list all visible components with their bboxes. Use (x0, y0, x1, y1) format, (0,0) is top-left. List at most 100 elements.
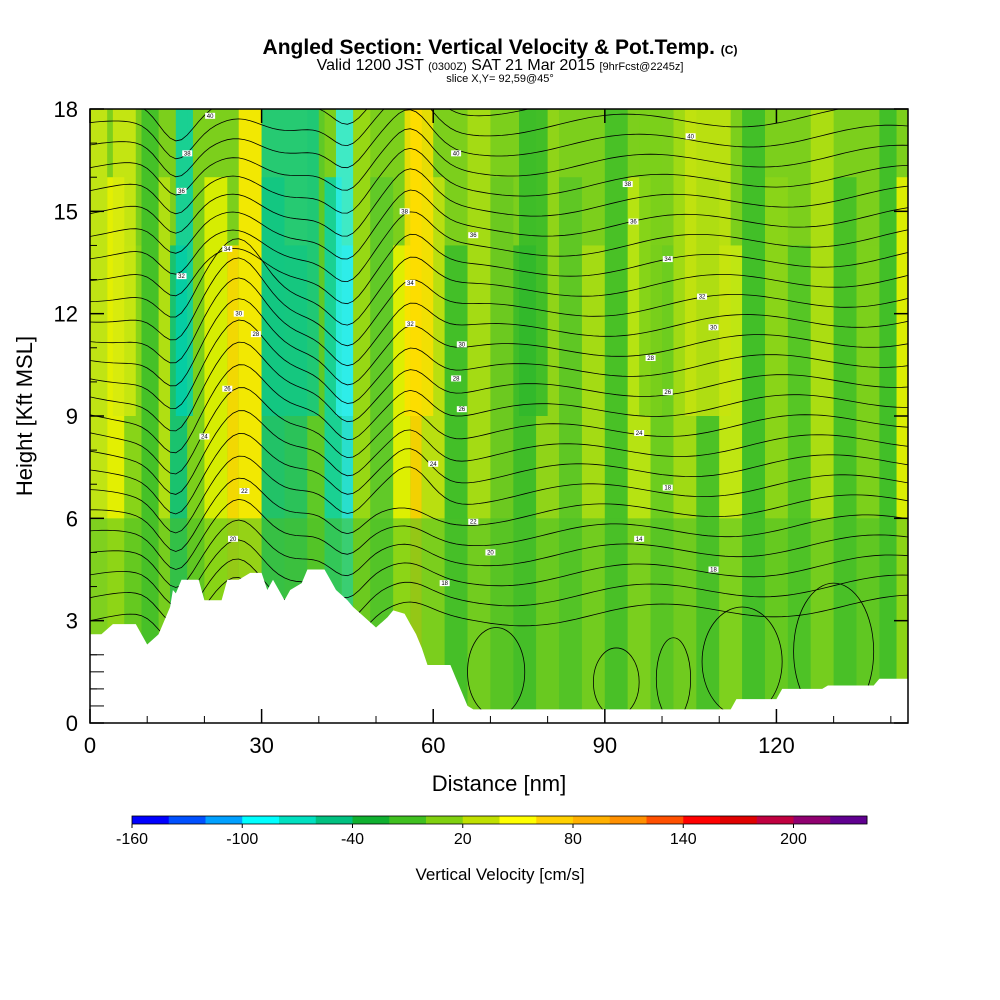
colorbar: -160 -100 -40 20 80 140 200 (116, 815, 868, 848)
colorbar-swatch (389, 816, 427, 824)
contour-label: 20 (228, 535, 239, 543)
chart-slice-info: slice X,Y= 92,59@45° (446, 73, 554, 85)
y-tick-label: 15 (54, 199, 78, 224)
theta-contour-line (90, 109, 842, 160)
colorbar-swatch (426, 816, 464, 824)
y-tick-label: 3 (66, 609, 78, 634)
contour-label-bg (176, 187, 187, 194)
contour-label-bg (645, 355, 656, 362)
contour-label-bg (708, 566, 719, 573)
contour-label-text: 34 (224, 247, 231, 253)
contour-label: 40 (685, 133, 696, 140)
contour-label-text: 40 (687, 134, 694, 140)
contour-label-bg (199, 433, 210, 440)
theta-contour-line (90, 341, 908, 432)
colorbar-tick-label: 200 (780, 831, 807, 848)
contour-label-text: 38 (624, 182, 631, 188)
contour-label: 28 (250, 331, 261, 338)
contour-label: 32 (405, 320, 416, 328)
contour-label: 30 (233, 310, 244, 318)
contour-label-bg (628, 218, 639, 225)
theta-contour-line (90, 433, 908, 515)
contour-label: 34 (222, 245, 233, 253)
colorbar-swatch (352, 816, 390, 824)
contour-label: 24 (199, 433, 210, 440)
contour-label-text: 24 (430, 462, 437, 468)
colorbar-swatch (720, 816, 758, 824)
contour-label-bg (405, 320, 416, 327)
contour-label-text: 24 (636, 431, 643, 437)
velocity-band (896, 177, 908, 723)
contour-label-bg (205, 112, 216, 119)
velocity-band-upper (684, 109, 731, 416)
contour-label-text: 18 (710, 568, 717, 574)
contour-label-text: 26 (458, 407, 465, 413)
velocity-band-upper (175, 109, 193, 416)
contour-label: 28 (645, 355, 656, 362)
theta-contour-line (90, 519, 908, 588)
colorbar-tick-label: 80 (564, 831, 582, 848)
contour-label: 38 (399, 208, 410, 215)
contour-label: 24 (634, 430, 645, 437)
theta-contour-line (90, 558, 908, 625)
y-axis-label: Height [Kft MSL] (12, 336, 37, 496)
contour-label-text: 32 (178, 274, 185, 280)
x-tick-label: 120 (758, 733, 795, 758)
contour-label: 34 (662, 256, 673, 263)
contour-label-text: 28 (453, 376, 460, 382)
contour-label-bg (456, 406, 467, 413)
contour-label-text: 36 (630, 220, 637, 226)
contour-label-text: 14 (636, 537, 643, 543)
terrain-fill (90, 569, 908, 723)
theta-contour-labels: 40 38 36 34 32 30 28 26 24 22 20 40 38 36 34 32 30 28 26 24… (176, 112, 719, 587)
x-tick-label: 60 (421, 733, 445, 758)
y-tick-label: 12 (54, 302, 78, 327)
colorbar-tick-label: 140 (670, 831, 697, 848)
contour-label-text: 30 (458, 342, 465, 348)
theta-contour-line (90, 109, 908, 178)
theta-contour-line (90, 298, 908, 387)
contour-label: 32 (697, 293, 708, 301)
colorbar-swatch (279, 816, 317, 824)
colorbar-swatch (315, 816, 353, 824)
contour-label-text: 32 (699, 295, 706, 301)
contour-label: 32 (176, 273, 187, 280)
y-tick-label: 6 (66, 506, 78, 531)
contour-label-bg (405, 279, 416, 286)
contour-label: 14 (634, 535, 645, 543)
contour-label-bg (468, 232, 479, 239)
contour-label-bg (222, 245, 233, 252)
colorbar-swatch (499, 816, 537, 824)
contour-label-text: 18 (664, 486, 671, 492)
colorbar-tick-label: -160 (116, 831, 148, 848)
contour-label: 40 (205, 112, 216, 120)
colorbar-swatch (756, 816, 794, 824)
contour-label-bg (451, 375, 462, 382)
contour-label: 18 (708, 566, 719, 574)
velocity-band-upper (261, 109, 319, 416)
contour-label-bg (250, 331, 261, 338)
contour-label-bg (697, 293, 708, 300)
velocity-band (341, 245, 354, 723)
contour-label: 26 (662, 389, 673, 396)
contour-label-bg (239, 488, 250, 495)
velocity-band-upper (112, 109, 136, 416)
contour-label: 36 (628, 218, 639, 226)
theta-contour-line (90, 168, 908, 237)
contour-label-text: 30 (710, 325, 717, 331)
colorbar-swatch (462, 816, 500, 824)
contour-label-text: 20 (230, 537, 237, 543)
contour-label-text: 36 (178, 189, 185, 195)
contour-label-bg (708, 324, 719, 331)
contour-label: 20 (485, 549, 496, 556)
x-tick-label: 90 (593, 733, 617, 758)
theta-contour-line (90, 410, 908, 495)
contour-label-text: 30 (235, 312, 242, 318)
contour-label: 38 (182, 150, 193, 157)
contour-label-text: 40 (207, 114, 214, 120)
contour-label-text: 28 (647, 356, 654, 362)
contour-label: 28 (451, 375, 462, 382)
colorbar-tick-label: -40 (341, 831, 364, 848)
contour-label-bg (233, 310, 244, 317)
